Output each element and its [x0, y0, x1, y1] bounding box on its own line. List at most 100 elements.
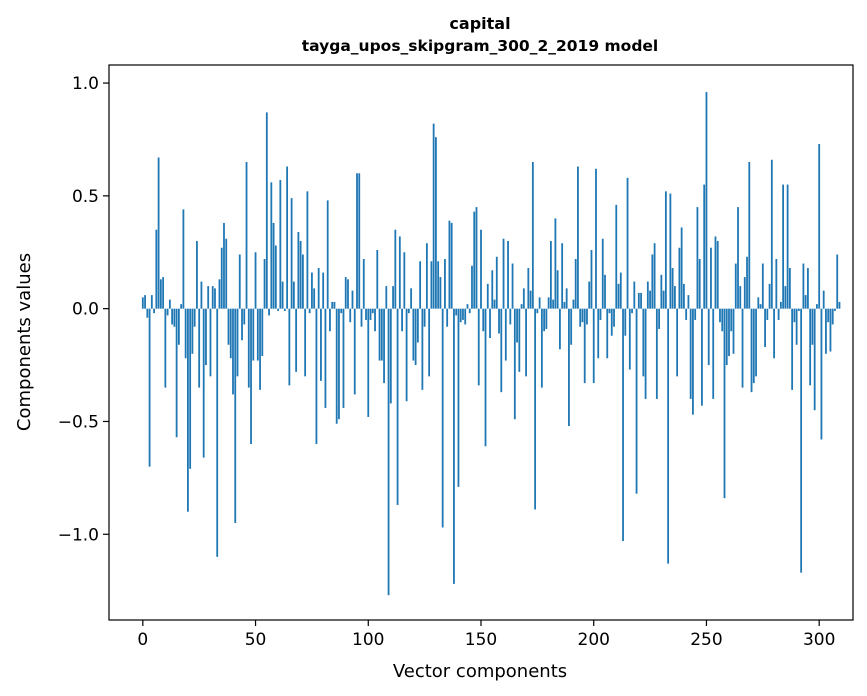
bar-component-99 — [365, 308, 367, 320]
bar-component-12 — [168, 299, 171, 309]
bar-component-178 — [543, 308, 546, 332]
bar-component-72 — [304, 308, 307, 377]
bar-component-153 — [486, 283, 489, 309]
bar-component-302 — [822, 290, 825, 309]
bar-component-97 — [360, 308, 363, 327]
bar-component-287 — [788, 268, 791, 309]
x-tick-label: 100 — [352, 630, 384, 650]
bar-component-6 — [155, 229, 158, 309]
bar-component-106 — [380, 308, 383, 361]
bar-component-223 — [644, 308, 647, 399]
bar-component-253 — [712, 308, 715, 399]
bar-component-301 — [820, 308, 823, 440]
bar-component-155 — [491, 270, 494, 309]
bar-component-252 — [710, 247, 712, 309]
bar-component-240 — [683, 283, 685, 309]
bar-component-216 — [628, 308, 631, 370]
bar-component-55 — [265, 112, 268, 309]
bar-component-303 — [825, 308, 827, 354]
bar-component-218 — [633, 281, 636, 309]
y-axis-label: Components values — [14, 253, 35, 431]
bar-component-237 — [676, 308, 679, 377]
bar-component-88 — [340, 308, 343, 314]
bar-component-172 — [529, 290, 532, 309]
bar-component-128 — [430, 261, 433, 309]
bar-component-242 — [687, 295, 690, 309]
bar-component-49 — [252, 308, 255, 361]
bar-component-19 — [184, 308, 187, 359]
bar-component-241 — [685, 308, 688, 320]
bar-component-188 — [565, 288, 568, 309]
bar-component-257 — [721, 308, 724, 332]
bar-component-14 — [173, 308, 176, 327]
bar-component-9 — [162, 277, 165, 309]
bar-component-21 — [189, 308, 192, 469]
bar-component-151 — [482, 308, 485, 332]
bar-component-63 — [283, 308, 286, 311]
bar-component-183 — [554, 218, 557, 309]
bar-component-120 — [412, 308, 415, 361]
bar-component-267 — [743, 277, 746, 309]
bar-component-245 — [694, 308, 697, 320]
bar-component-254 — [714, 236, 717, 309]
bar-component-29 — [207, 286, 210, 309]
bar-component-275 — [761, 263, 764, 309]
plot-area-frame — [108, 64, 854, 621]
bar-component-112 — [394, 229, 397, 309]
bar-component-103 — [374, 308, 376, 332]
bar-component-17 — [180, 304, 183, 309]
bar-component-173 — [531, 162, 534, 309]
bar-component-168 — [520, 304, 523, 309]
bar-component-39 — [229, 308, 232, 359]
bar-component-167 — [518, 308, 521, 372]
bar-component-281 — [775, 259, 778, 309]
bar-component-25 — [198, 308, 201, 388]
bar-component-293 — [802, 263, 805, 309]
bar-component-144 — [466, 304, 469, 309]
bar-component-117 — [405, 308, 408, 402]
bar-component-89 — [342, 308, 345, 408]
bar-component-200 — [592, 308, 595, 384]
bar-component-274 — [759, 304, 762, 309]
bar-component-288 — [791, 308, 794, 390]
bar-component-24 — [196, 240, 198, 309]
bar-component-222 — [642, 308, 645, 377]
bar-component-149 — [477, 308, 480, 386]
bar-component-273 — [757, 297, 760, 309]
bar-component-10 — [164, 308, 167, 388]
bar-series — [141, 92, 841, 596]
bar-component-229 — [658, 308, 661, 329]
bar-component-41 — [234, 308, 237, 523]
bar-component-132 — [439, 277, 442, 309]
bar-component-33 — [216, 308, 219, 557]
bar-component-7 — [157, 157, 160, 309]
x-tick-label: 150 — [465, 630, 497, 650]
bar-component-5 — [153, 308, 155, 314]
bar-component-114 — [398, 236, 401, 309]
bar-component-279 — [770, 159, 773, 309]
bar-component-261 — [730, 308, 733, 332]
bar-component-51 — [256, 308, 259, 361]
bar-component-299 — [816, 304, 818, 309]
bar-component-193 — [577, 166, 579, 309]
bar-component-58 — [272, 222, 275, 309]
bar-component-177 — [540, 308, 543, 388]
bar-component-50 — [254, 252, 257, 309]
bar-component-136 — [448, 220, 451, 309]
bar-component-214 — [624, 308, 627, 336]
bar-component-289 — [793, 308, 796, 323]
bar-component-101 — [369, 308, 372, 320]
bar-component-295 — [807, 268, 809, 309]
y-tick-label: 0.0 — [72, 300, 99, 320]
bar-component-165 — [513, 308, 516, 420]
bar-component-86 — [335, 308, 338, 424]
bar-component-124 — [421, 308, 424, 390]
bar-component-169 — [522, 288, 525, 309]
bar-component-174 — [534, 308, 537, 510]
bar-component-64 — [286, 166, 289, 309]
bar-component-266 — [741, 308, 744, 388]
bar-component-66 — [290, 198, 293, 309]
y-tick-label: 1.0 — [72, 74, 99, 94]
bar-component-147 — [473, 211, 476, 309]
bar-component-224 — [646, 281, 649, 309]
